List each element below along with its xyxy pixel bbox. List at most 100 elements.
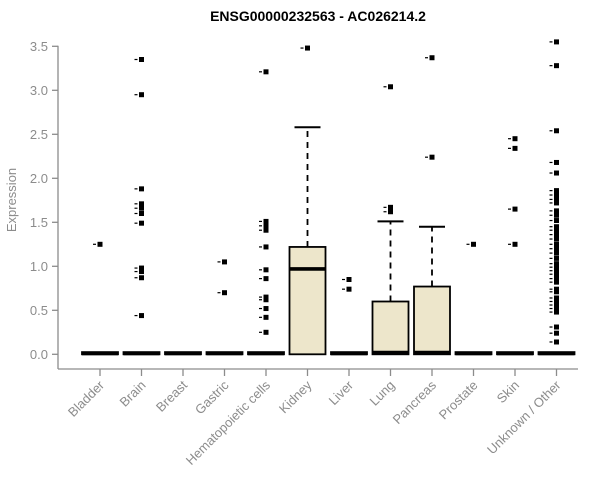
outlier-point <box>346 277 352 282</box>
outlier-point <box>554 227 559 233</box>
outlier-point <box>388 204 393 210</box>
outlier-point <box>222 259 227 265</box>
outlier-point <box>554 218 559 224</box>
outlier-point <box>554 39 559 45</box>
box <box>288 246 327 356</box>
outlier-point <box>554 241 559 247</box>
y-tick-label: 1.5 <box>30 215 48 230</box>
y-tick-label: 0.5 <box>30 303 48 318</box>
outlier-point <box>429 55 435 61</box>
outlier-point <box>554 196 559 202</box>
outlier-point <box>263 306 269 312</box>
outlier-point <box>263 223 269 229</box>
outlier-point <box>222 290 227 296</box>
outlier-point <box>139 211 144 216</box>
outlier-point <box>554 224 559 230</box>
outlier-point <box>512 145 518 151</box>
outlier-point <box>554 299 559 304</box>
outlier-point <box>139 205 144 211</box>
outlier-point <box>554 271 559 277</box>
outlier-point <box>554 268 559 274</box>
x-tick-label: Lung <box>367 378 398 409</box>
outlier-point <box>554 279 559 285</box>
x-tick-label: Brain <box>117 378 149 410</box>
outlier-point <box>471 241 476 247</box>
outlier-point <box>554 309 559 315</box>
outlier-point <box>512 241 518 247</box>
outlier-point <box>554 208 559 214</box>
outlier-point <box>305 45 310 51</box>
outlier-point <box>554 289 559 295</box>
outlier-point <box>263 218 269 224</box>
outlier-point <box>263 244 269 250</box>
outlier-point <box>554 250 559 256</box>
outlier-point <box>263 329 269 335</box>
outlier-point <box>554 159 559 165</box>
x-tick-label: Pancreas <box>390 377 440 427</box>
outlier-point <box>388 84 393 90</box>
x-tick-label: Unknown / Other <box>484 377 564 457</box>
x-tick-label: Kidney <box>276 377 315 416</box>
outlier-point <box>554 63 559 69</box>
outlier-point <box>263 227 269 233</box>
outlier-point <box>554 255 559 261</box>
outlier-point <box>554 324 559 330</box>
x-tick-label: Bladder <box>65 377 108 420</box>
outlier-point <box>388 209 393 215</box>
outlier-point <box>139 313 144 319</box>
x-tick-label: Prostate <box>436 378 481 423</box>
outlier-point <box>139 92 144 98</box>
outlier-point <box>263 297 269 303</box>
outlier-point <box>554 236 559 242</box>
outlier-point <box>554 276 559 282</box>
outlier-point <box>554 246 559 252</box>
x-tick-label: Liver <box>326 377 357 408</box>
outlier-point <box>554 286 559 292</box>
y-tick-label: 1.0 <box>30 259 48 274</box>
y-tick-label: 0.0 <box>30 347 48 362</box>
outlier-point <box>139 275 144 281</box>
x-tick-label: Gastric <box>192 377 232 417</box>
outlier-point <box>512 206 518 212</box>
outlier-point <box>554 261 559 267</box>
outlier-point <box>263 314 269 320</box>
outlier-point <box>346 286 352 292</box>
outlier-point <box>554 232 559 238</box>
outlier-point <box>139 220 144 226</box>
x-tick-label: Breast <box>153 377 190 414</box>
outlier-point <box>554 212 559 218</box>
outlier-point <box>554 128 559 134</box>
y-tick-label: 2.0 <box>30 171 48 186</box>
y-tick-label: 3.5 <box>30 39 48 54</box>
outlier-point <box>139 57 144 62</box>
outlier-point <box>554 295 559 301</box>
outlier-point <box>263 69 269 75</box>
outlier-point <box>554 188 559 194</box>
outlier-point <box>554 170 559 176</box>
outlier-point <box>554 339 559 345</box>
outlier-point <box>554 302 559 308</box>
outlier-point <box>554 330 559 336</box>
chart-title: ENSG00000232563 - AC026214.2 <box>210 8 426 24</box>
outlier-point <box>263 294 269 300</box>
outlier-point <box>139 201 144 207</box>
outlier-point <box>263 267 269 273</box>
outlier-point <box>554 264 559 270</box>
box <box>371 300 410 356</box>
y-tick-label: 3.0 <box>30 83 48 98</box>
outlier-point <box>139 265 144 271</box>
outlier-point <box>263 276 269 282</box>
outlier-point <box>97 241 103 247</box>
y-axis-label: Expression <box>4 168 19 232</box>
y-tick-label: 2.5 <box>30 127 48 142</box>
outlier-point <box>554 306 559 312</box>
x-tick-label: Skin <box>494 378 522 406</box>
outlier-point <box>139 186 144 192</box>
outlier-point <box>139 269 144 275</box>
box <box>413 285 451 356</box>
outlier-point <box>512 136 518 142</box>
outlier-point <box>554 200 559 206</box>
outlier-point <box>554 192 559 198</box>
